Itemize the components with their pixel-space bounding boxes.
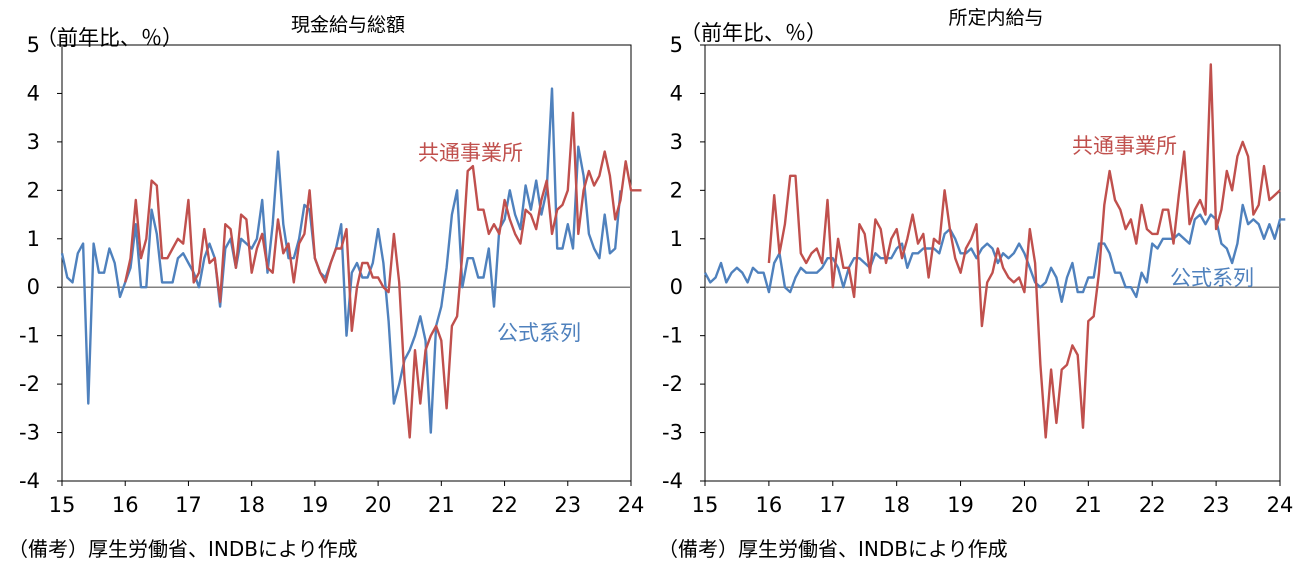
series-annotation-official: 公式系列	[1170, 266, 1254, 290]
y-tick-label: 4	[27, 81, 40, 105]
y-tick-label: -1	[662, 324, 683, 348]
x-tick-label: 18	[883, 493, 910, 517]
source-note: （備考）厚生労働省、INDBにより作成	[658, 537, 1008, 561]
x-tick-label: 21	[428, 493, 455, 517]
chart-title: 所定内給与	[948, 7, 1043, 29]
x-tick-label: 22	[1139, 493, 1166, 517]
x-tick-label: 23	[554, 493, 581, 517]
x-tick-label: 19	[302, 493, 329, 517]
y-tick-label: 1	[670, 227, 683, 251]
x-tick-label: 20	[365, 493, 392, 517]
y-tick-label: -4	[19, 469, 40, 493]
x-tick-label: 20	[1011, 493, 1038, 517]
series-annotation-official: 公式系列	[497, 321, 581, 345]
y-axis-unit-label: （前年比、％）	[680, 21, 827, 45]
x-tick-label: 19	[947, 493, 974, 517]
series-annotation-common: 共通事業所	[1072, 134, 1177, 158]
y-tick-label: -1	[19, 324, 40, 348]
series-line-common	[124, 111, 642, 439]
y-tick-label: -3	[662, 421, 683, 445]
y-tick-label: 2	[27, 178, 40, 202]
x-tick-label: 17	[175, 493, 202, 517]
y-tick-label: 3	[27, 130, 40, 154]
plot-area-frame	[61, 44, 632, 482]
x-tick-label: 15	[692, 493, 719, 517]
y-tick-label: 3	[670, 130, 683, 154]
y-tick-label: 5	[27, 33, 40, 57]
x-tick-label: 22	[491, 493, 518, 517]
y-tick-label: -3	[19, 421, 40, 445]
chart-title: 現金給与総額	[291, 14, 405, 36]
series-annotation-common: 共通事業所	[418, 141, 523, 165]
source-note: （備考）厚生労働省、INDBにより作成	[8, 537, 358, 561]
y-tick-label: -4	[662, 469, 683, 493]
y-axis-unit-label: （前年比、％）	[36, 26, 183, 50]
series-line-official	[60, 87, 622, 434]
x-tick-label: 15	[49, 493, 76, 517]
x-tick-label: 16	[756, 493, 783, 517]
y-tick-label: 1	[27, 227, 40, 251]
y-tick-label: 5	[670, 33, 683, 57]
x-tick-label: 17	[819, 493, 846, 517]
x-tick-label: 23	[1203, 493, 1230, 517]
y-tick-label: 0	[670, 275, 683, 299]
y-tick-label: 0	[27, 275, 40, 299]
x-tick-label: 24	[1267, 493, 1294, 517]
series-line-common	[767, 63, 1281, 439]
x-tick-label: 24	[618, 493, 645, 517]
x-tick-label: 16	[112, 493, 139, 517]
plot-area-frame	[704, 44, 1281, 482]
x-tick-label: 21	[1075, 493, 1102, 517]
x-tick-label: 18	[238, 493, 265, 517]
y-tick-label: 2	[670, 178, 683, 202]
y-tick-label: -2	[662, 372, 683, 396]
y-tick-label: -2	[19, 372, 40, 396]
y-tick-label: 4	[670, 81, 683, 105]
